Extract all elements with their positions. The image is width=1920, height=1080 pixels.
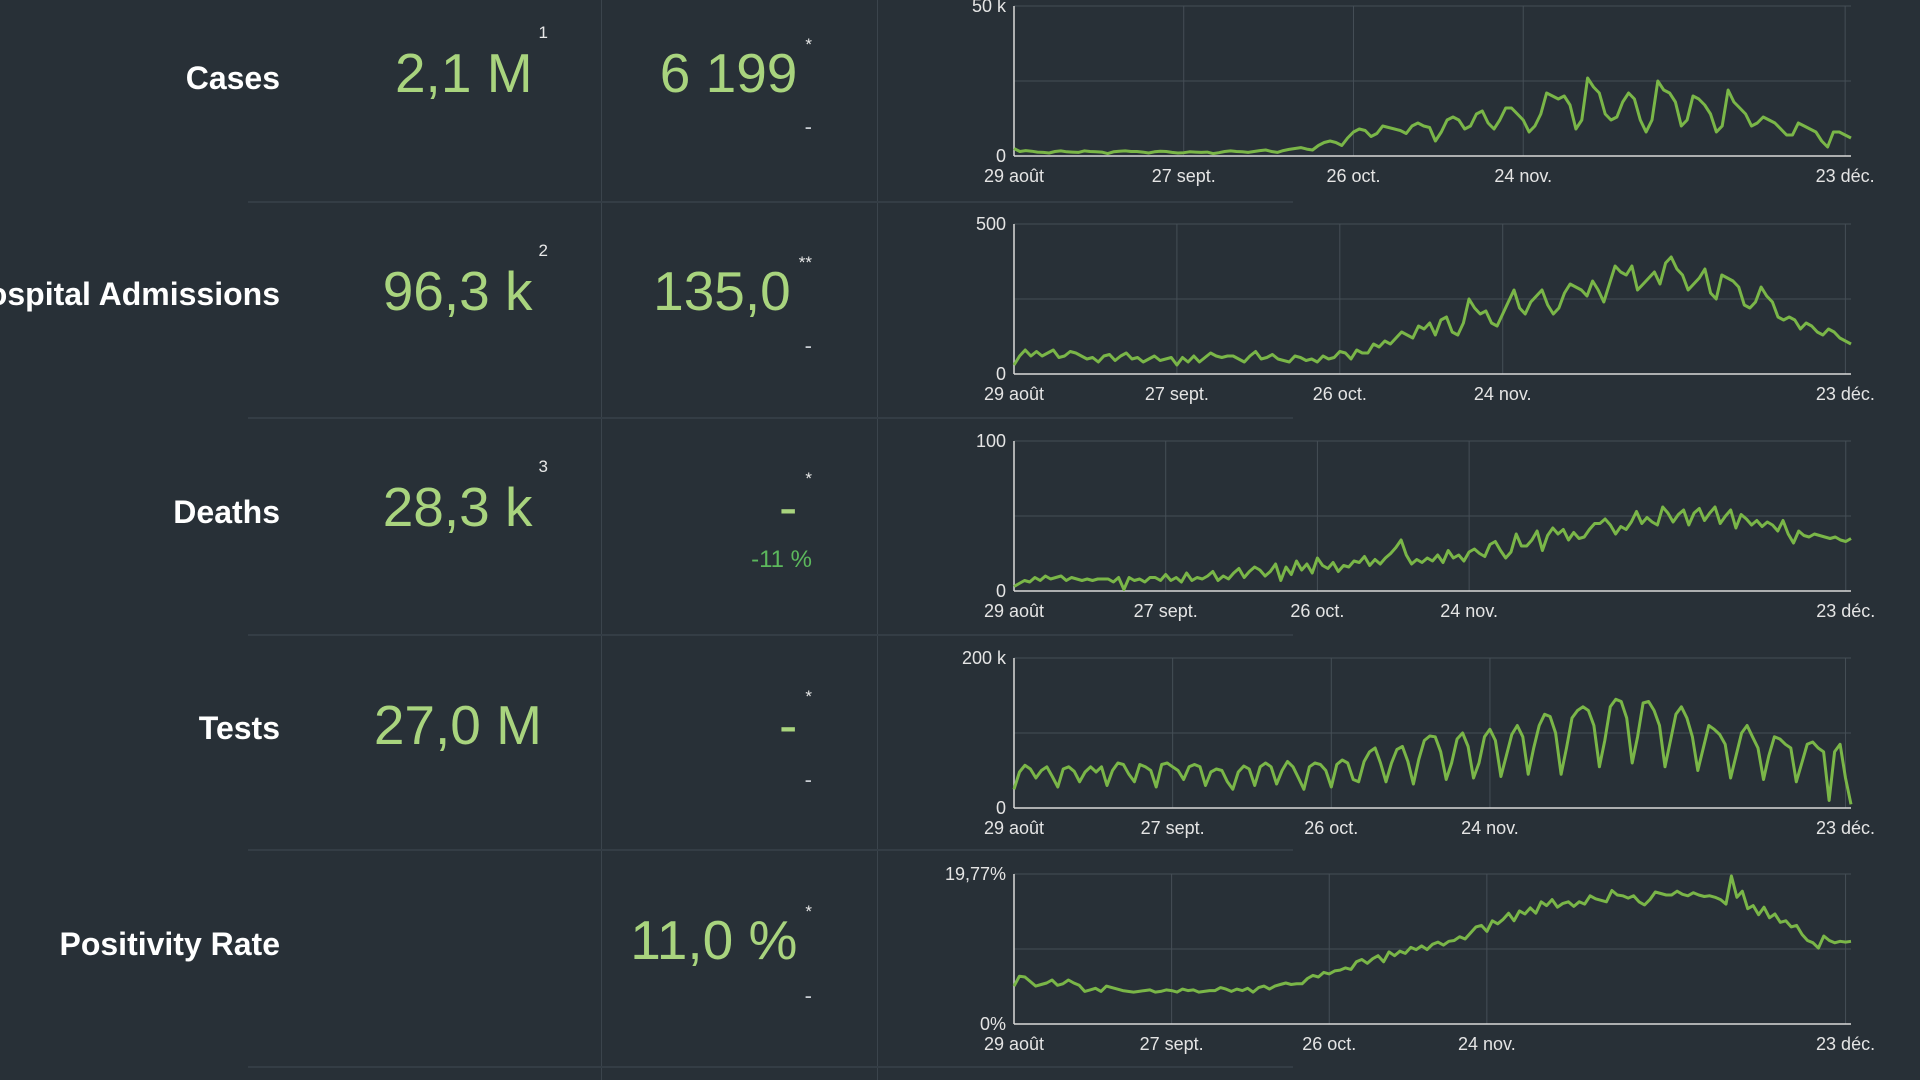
y-tick-label: 500 xyxy=(976,214,1006,234)
x-tick-label: 27 sept. xyxy=(1141,818,1205,838)
row-divider xyxy=(248,849,1293,851)
footnote-marker: * xyxy=(805,687,812,706)
footnote-marker: 3 xyxy=(538,457,548,476)
x-tick-label: 26 oct. xyxy=(1290,601,1344,621)
x-tick-label: 27 sept. xyxy=(1152,166,1216,186)
total-value-positivity-rate xyxy=(542,913,548,968)
row-divider xyxy=(248,1066,1293,1068)
column-divider xyxy=(877,0,878,1080)
series-line xyxy=(1013,76,1852,156)
x-tick-label: 23 déc. xyxy=(1816,1034,1875,1054)
line-chart-positivity-rate: 0% 19,77% 29 août 27 sept. 26 oct. 24 nov. 23 … xyxy=(945,864,1875,1054)
x-tick-label: 23 déc. xyxy=(1816,601,1875,621)
line-chart-cases: 0 50 k 29 août 27 sept. 26 oct. 24 nov. 23 déc… xyxy=(972,0,1875,186)
x-tick-label: 29 août xyxy=(984,384,1044,404)
chart-tests: 0 200 k 29 août 27 sept. 26 oct. 24 nov. 23 dé… xyxy=(930,648,1875,852)
y-tick-label: 200 k xyxy=(962,648,1007,668)
x-tick-label: 27 sept. xyxy=(1145,384,1209,404)
y-tick-label: 0 xyxy=(996,364,1006,384)
row-divider xyxy=(248,634,1293,636)
x-tick-label: 29 août xyxy=(984,601,1044,621)
footnote-marker: * xyxy=(805,902,812,921)
x-tick-label: 24 nov. xyxy=(1440,601,1498,621)
x-tick-label: 23 déc. xyxy=(1816,384,1875,404)
y-tick-label: 0 xyxy=(996,581,1006,601)
series-line xyxy=(1012,697,1853,805)
change-value-tests: - xyxy=(804,767,812,792)
y-tick-label: 0% xyxy=(980,1014,1006,1034)
chart-hospital-admissions: 0 500 29 août 27 sept. 26 oct. 24 nov. 23 déc. xyxy=(930,214,1875,418)
x-tick-label: 24 nov. xyxy=(1458,1034,1516,1054)
line-chart-hospital-admissions: 0 500 29 août 27 sept. 26 oct. 24 nov. 23 déc. xyxy=(976,214,1875,404)
x-tick-label: 26 oct. xyxy=(1326,166,1380,186)
footnote-marker: * xyxy=(805,469,812,488)
row-label-hospital-admissions: Hospital Admissions xyxy=(0,276,280,312)
x-tick-label: 23 déc. xyxy=(1816,818,1875,838)
row-label-cases: Cases xyxy=(185,60,280,96)
footnote-marker: ** xyxy=(798,253,812,272)
x-tick-label: 24 nov. xyxy=(1494,166,1552,186)
x-tick-label: 26 oct. xyxy=(1313,384,1367,404)
chart-positivity-rate: 0% 19,77% 29 août 27 sept. 26 oct. 24 nov. 23 … xyxy=(930,864,1875,1068)
y-tick-label: 50 k xyxy=(972,0,1007,16)
y-tick-label: 100 xyxy=(976,431,1006,451)
line-chart-tests: 0 200 k 29 août 27 sept. 26 oct. 24 nov. 23 dé… xyxy=(962,648,1875,838)
x-tick-label: 27 sept. xyxy=(1134,601,1198,621)
total-value-cases: 2,1 M1 xyxy=(394,23,548,104)
total-value-hospital-admissions: 96,3 k2 xyxy=(382,241,548,322)
chart-deaths: 0 100 29 août 27 sept. 26 oct. 24 nov. 23 déc. xyxy=(930,431,1875,635)
daily-value-hospital-admissions: 135,0 ** xyxy=(653,253,812,322)
change-value-hospital-admissions: - xyxy=(804,333,812,358)
change-value-cases: - xyxy=(804,114,812,139)
x-tick-label: 29 août xyxy=(984,1034,1044,1054)
line-chart-deaths: 0 100 29 août 27 sept. 26 oct. 24 nov. 23 déc. xyxy=(976,431,1875,621)
total-value-deaths: 28,3 k3 xyxy=(382,457,548,538)
x-tick-label: 26 oct. xyxy=(1304,818,1358,838)
total-value-tests: 27,0 M xyxy=(373,694,542,756)
y-tick-label: 0 xyxy=(996,146,1006,166)
row-divider xyxy=(248,417,1293,419)
x-tick-label: 26 oct. xyxy=(1302,1034,1356,1054)
y-tick-label: 0 xyxy=(996,798,1006,818)
daily-value-tests: - * xyxy=(779,687,812,756)
row-label-deaths: Deaths xyxy=(173,494,280,530)
chart-cases: 0 50 k 29 août 27 sept. 26 oct. 24 nov. 23 déc… xyxy=(930,0,1875,200)
x-tick-label: 27 sept. xyxy=(1140,1034,1204,1054)
footnote-marker: 1 xyxy=(538,23,548,42)
x-tick-label: 29 août xyxy=(984,818,1044,838)
change-value-deaths: -11 % xyxy=(751,546,812,573)
series-line xyxy=(1012,255,1852,367)
row-divider xyxy=(248,201,1293,203)
daily-value-deaths: - * xyxy=(779,469,812,538)
x-tick-label: 24 nov. xyxy=(1474,384,1532,404)
x-tick-label: 24 nov. xyxy=(1461,818,1519,838)
x-tick-label: 29 août xyxy=(984,166,1044,186)
change-value-positivity-rate: - xyxy=(804,983,812,1008)
daily-value-positivity-rate: 11,0 % * xyxy=(630,902,812,971)
footnote-marker: 2 xyxy=(538,241,548,260)
row-label-positivity-rate: Positivity Rate xyxy=(59,926,280,962)
footnote-marker: * xyxy=(805,35,812,54)
column-divider xyxy=(601,0,602,1080)
y-tick-label: 19,77% xyxy=(945,864,1006,884)
series-line xyxy=(1013,505,1852,591)
daily-value-cases: 6 199 * xyxy=(659,35,812,104)
x-tick-label: 23 déc. xyxy=(1816,166,1875,186)
row-label-tests: Tests xyxy=(198,710,280,746)
series-line xyxy=(1012,874,1852,994)
